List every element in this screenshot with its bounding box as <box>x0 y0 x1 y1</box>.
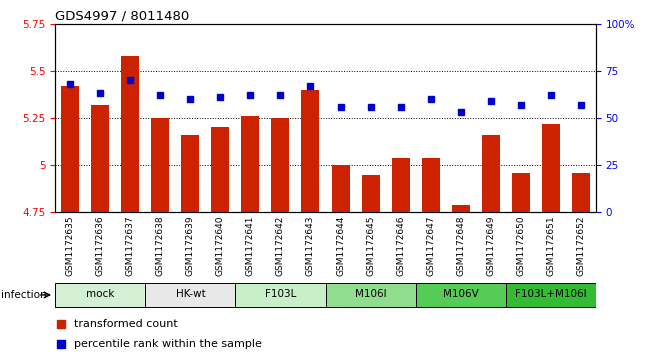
Text: GSM1172646: GSM1172646 <box>396 216 405 276</box>
Bar <box>145 283 236 307</box>
Text: GSM1172635: GSM1172635 <box>66 216 75 277</box>
Text: GSM1172643: GSM1172643 <box>306 216 315 276</box>
Bar <box>212 127 229 212</box>
Text: GSM1172651: GSM1172651 <box>546 216 555 277</box>
Text: GSM1172640: GSM1172640 <box>216 216 225 276</box>
Text: GSM1172641: GSM1172641 <box>246 216 255 276</box>
Bar <box>121 56 139 212</box>
Bar <box>91 105 109 212</box>
Bar <box>61 86 79 212</box>
Bar <box>182 135 199 212</box>
Text: mock: mock <box>86 289 115 299</box>
Bar <box>572 173 590 212</box>
Bar <box>271 118 290 212</box>
Bar <box>152 118 169 212</box>
Text: M106I: M106I <box>355 289 386 299</box>
Bar <box>331 165 350 212</box>
Text: M106V: M106V <box>443 289 478 299</box>
Text: GSM1172647: GSM1172647 <box>426 216 435 276</box>
Text: F103L: F103L <box>265 289 296 299</box>
Bar <box>542 124 560 212</box>
Text: GSM1172645: GSM1172645 <box>366 216 375 276</box>
Bar <box>361 175 380 212</box>
Text: GSM1172636: GSM1172636 <box>96 216 105 277</box>
Bar <box>506 283 596 307</box>
Text: GDS4997 / 8011480: GDS4997 / 8011480 <box>55 9 189 22</box>
Text: percentile rank within the sample: percentile rank within the sample <box>74 339 262 349</box>
Bar <box>391 158 409 212</box>
Bar <box>326 283 415 307</box>
Bar <box>512 173 530 212</box>
Text: GSM1172637: GSM1172637 <box>126 216 135 277</box>
Bar <box>242 116 260 212</box>
Text: GSM1172650: GSM1172650 <box>516 216 525 277</box>
Text: GSM1172648: GSM1172648 <box>456 216 465 276</box>
Text: GSM1172639: GSM1172639 <box>186 216 195 277</box>
Bar <box>422 158 439 212</box>
Text: F103L+M106I: F103L+M106I <box>515 289 587 299</box>
Text: transformed count: transformed count <box>74 319 178 329</box>
Text: GSM1172638: GSM1172638 <box>156 216 165 277</box>
Text: GSM1172649: GSM1172649 <box>486 216 495 276</box>
Text: GSM1172644: GSM1172644 <box>336 216 345 276</box>
Bar <box>236 283 326 307</box>
Text: infection: infection <box>1 290 46 300</box>
Bar <box>482 135 499 212</box>
Text: GSM1172642: GSM1172642 <box>276 216 285 276</box>
Text: GSM1172652: GSM1172652 <box>576 216 585 276</box>
Text: HK-wt: HK-wt <box>176 289 205 299</box>
Bar <box>415 283 506 307</box>
Bar <box>55 283 145 307</box>
Bar <box>301 90 320 212</box>
Bar <box>452 205 469 212</box>
